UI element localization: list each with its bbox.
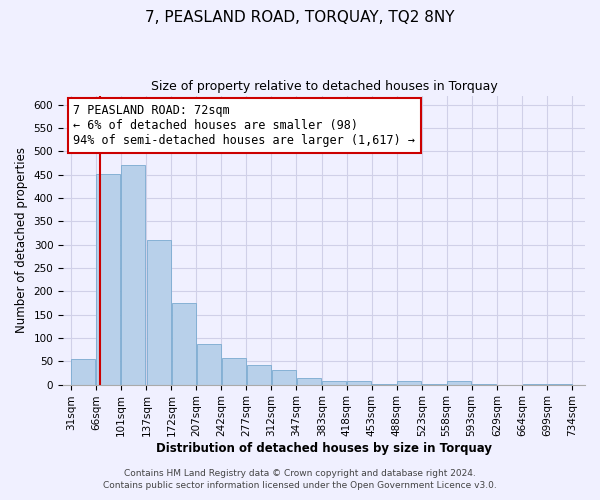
Bar (147, 240, 171, 384)
X-axis label: Distribution of detached houses by size in Torquay: Distribution of detached houses by size … (156, 442, 492, 455)
Bar (247, 365, 271, 384)
Bar (121, 166, 145, 384)
Y-axis label: Number of detached properties: Number of detached properties (15, 147, 28, 333)
Bar (197, 344, 221, 384)
Bar (296, 378, 321, 384)
Bar (96, 174, 121, 384)
Bar (71, 359, 95, 384)
Text: 7 PEASLAND ROAD: 72sqm
← 6% of detached houses are smaller (98)
94% of semi-deta: 7 PEASLAND ROAD: 72sqm ← 6% of detached … (73, 104, 415, 147)
Bar (221, 358, 246, 384)
Bar (172, 303, 196, 384)
Bar (272, 370, 296, 384)
Bar (397, 381, 421, 384)
Bar (447, 381, 471, 384)
Text: Contains HM Land Registry data © Crown copyright and database right 2024.
Contai: Contains HM Land Registry data © Crown c… (103, 468, 497, 490)
Bar (347, 381, 371, 384)
Bar (322, 382, 346, 384)
Title: Size of property relative to detached houses in Torquay: Size of property relative to detached ho… (151, 80, 497, 93)
Text: 7, PEASLAND ROAD, TORQUAY, TQ2 8NY: 7, PEASLAND ROAD, TORQUAY, TQ2 8NY (145, 10, 455, 25)
